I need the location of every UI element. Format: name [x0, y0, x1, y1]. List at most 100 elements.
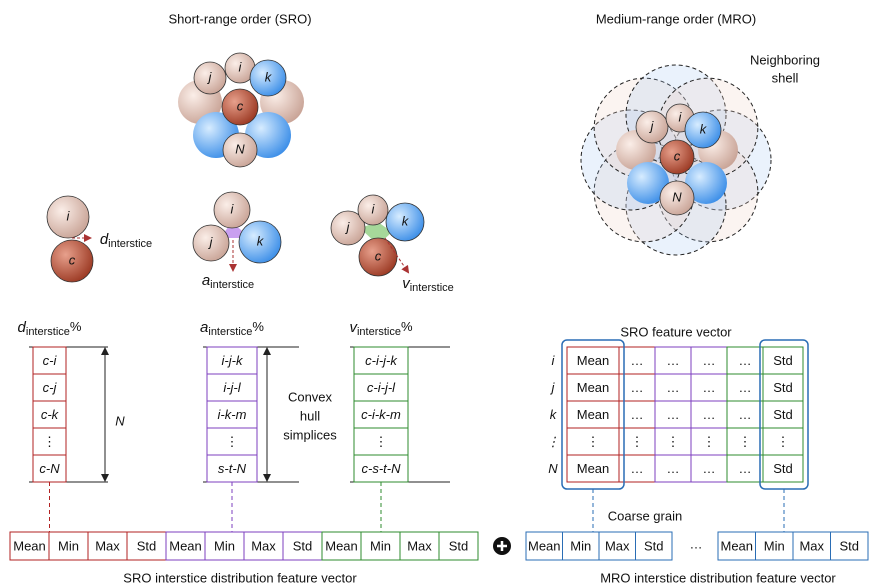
table-text: … [703, 461, 716, 476]
vector-cell [598, 531, 636, 561]
table-text: ⋮ [703, 434, 716, 449]
vector-cell [48, 531, 89, 561]
atom [221, 88, 259, 126]
table-cell [690, 427, 728, 456]
vector-ellipsis: … [690, 536, 703, 551]
atom-label: i [679, 109, 683, 124]
cell [206, 400, 258, 429]
sro-title: Short-range order (SRO) [168, 11, 311, 26]
arrow [384, 237, 410, 274]
pair-label: dinterstice [100, 231, 152, 250]
mro-title: Medium-range order (MRO) [596, 11, 756, 26]
table-text: … [739, 380, 752, 395]
vector-cell [126, 531, 167, 561]
subscript: interstice [208, 326, 252, 338]
atom [385, 202, 425, 242]
atom-label: k [265, 69, 273, 84]
atom [358, 237, 398, 277]
tetrahedron-label: vinterstice [402, 275, 454, 294]
atom [357, 194, 389, 226]
diagram: Short-range order (SRO) Medium-range orde… [9, 11, 869, 585]
cell [206, 346, 258, 375]
cell-text: c-i-j-l [367, 380, 396, 395]
table-text: … [739, 353, 752, 368]
table-text: Mean [577, 380, 610, 395]
atom [238, 220, 282, 264]
atom-label: N [235, 141, 245, 156]
cell [353, 346, 409, 375]
coarse-grain: Coarse grain [608, 508, 682, 523]
table-text: Std [773, 461, 793, 476]
atom-label: j [207, 69, 213, 84]
table-title: SRO feature vector [620, 324, 732, 339]
vector-text: Std [449, 538, 469, 553]
atom [46, 195, 90, 239]
table-text: … [703, 380, 716, 395]
atom-label: i [231, 201, 235, 216]
vector-text: Std [293, 538, 313, 553]
subscript: interstice [357, 326, 401, 338]
simplices-label: Convex [288, 389, 333, 404]
vector-text: Min [58, 538, 79, 553]
cell [206, 373, 258, 402]
atom-label: j [649, 118, 655, 133]
table-text: … [631, 380, 644, 395]
atom [222, 132, 258, 168]
symbol: v [402, 275, 411, 292]
vector-text: Max [799, 538, 824, 553]
subscript: interstice [26, 326, 70, 338]
column-header: vinterstice% [349, 319, 413, 338]
vector-text: Std [839, 538, 859, 553]
cell-text: c-j [43, 380, 58, 395]
table-text: ⋮ [587, 434, 600, 449]
table-cell [762, 454, 804, 483]
table-text: Mean [577, 461, 610, 476]
cell-text: s-t-N [218, 461, 247, 476]
vector-cell [525, 531, 563, 561]
suffix: % [70, 319, 82, 334]
vector-text: Std [644, 538, 664, 553]
table-cell [566, 454, 620, 483]
vector-text: Min [370, 538, 391, 553]
atom [685, 162, 727, 204]
table-cell [566, 427, 620, 456]
table-cell [690, 373, 728, 402]
table-cell [762, 400, 804, 429]
subscript: interstice [410, 282, 454, 294]
row-label: ⋮ [547, 434, 560, 449]
row-label: N [548, 461, 558, 476]
atom [193, 61, 227, 95]
suffix: % [252, 319, 264, 334]
cell [206, 454, 258, 483]
atom [635, 110, 669, 144]
table-text: … [739, 461, 752, 476]
vector-text: Min [764, 538, 785, 553]
table-text: … [667, 407, 680, 422]
row-label: k [550, 407, 558, 422]
cell [353, 400, 409, 429]
vector-text: Max [95, 538, 120, 553]
cell [353, 454, 409, 483]
table-text: Mean [577, 407, 610, 422]
table-text: Std [773, 380, 793, 395]
atom-label: c [375, 248, 382, 263]
atom [50, 239, 94, 283]
table-text: … [667, 353, 680, 368]
vector-text: Std [137, 538, 157, 553]
cell-text: ⋮ [375, 434, 388, 449]
atom-label: j [208, 234, 214, 249]
triangle-label: ainterstice [202, 272, 254, 291]
subscript: interstice [108, 238, 152, 250]
table-cell [566, 373, 620, 402]
table-text: … [667, 461, 680, 476]
table-text: Mean [577, 353, 610, 368]
cell-text: c-i-k-m [361, 407, 401, 422]
table-cell [762, 373, 804, 402]
cell-text: c-i [43, 353, 58, 368]
table-cell [618, 346, 656, 375]
atom-label: k [402, 213, 410, 228]
n-label: N [115, 413, 125, 428]
table-cell [566, 346, 620, 375]
sro-caption: SRO interstice distribution feature vect… [123, 570, 357, 585]
cell-text: i-k-m [218, 407, 247, 422]
